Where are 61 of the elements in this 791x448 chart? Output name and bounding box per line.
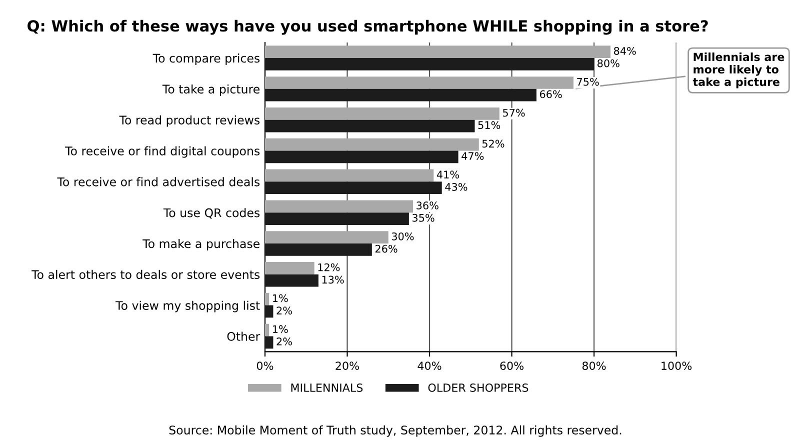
y-tick-label: To compare prices (152, 54, 260, 65)
data-label: 30% (392, 232, 414, 240)
data-label: 13% (322, 276, 344, 284)
data-label: 2% (276, 306, 292, 315)
y-tick-label: To make a purchase (142, 239, 260, 250)
bar (264, 262, 314, 274)
data-label: 12% (318, 263, 340, 272)
x-tick-label: 40% (418, 362, 442, 370)
bar (264, 292, 270, 306)
bar (264, 336, 274, 349)
x-tick-label: 100% (662, 362, 692, 370)
source-note: Source: Mobile Moment of Truth study, September, 2012. All rights reserved. (169, 425, 622, 437)
bar (264, 150, 458, 164)
bar (264, 324, 270, 336)
bar (264, 88, 536, 102)
data-label: 80% (598, 59, 620, 68)
y-tick-label: To use QR codes (163, 208, 260, 219)
bar (264, 138, 479, 151)
data-label: 26% (375, 244, 398, 253)
bar (264, 182, 442, 194)
legend-label: MILLENNIALS (291, 384, 363, 392)
data-label: 84% (614, 46, 636, 55)
y-tick-label: To alert others to deals or store events (32, 270, 260, 280)
legend-label: OLDER SHOPPERS (428, 384, 528, 392)
y-tick-label: To view my shopping list (116, 300, 260, 312)
y-tick-label: To receive or find digital coupons (65, 146, 260, 158)
data-label: 41% (436, 170, 459, 179)
bar (264, 46, 610, 58)
bar (264, 120, 475, 132)
data-label: 47% (462, 152, 484, 160)
bar (264, 274, 318, 287)
bar (264, 231, 388, 244)
data-label: 75% (577, 78, 599, 86)
chart-title: Q: Which of these ways have you used smartphone WHILE shopping in a store? (28, 20, 708, 35)
data-label: 36% (416, 202, 438, 210)
bar (264, 212, 409, 225)
bar (264, 243, 372, 256)
bar (264, 305, 274, 318)
data-label: 1% (273, 294, 288, 302)
x-tick-label: 60% (500, 362, 524, 370)
x-tick-label: 0% (256, 362, 274, 370)
data-label: 57% (503, 108, 525, 117)
data-label: 2% (276, 338, 292, 346)
x-tick-label: 20% (336, 362, 359, 370)
y-tick-label: To receive or find advertised deals (57, 177, 260, 186)
annotation: Millennials are more likely to take a picture (692, 52, 784, 88)
data-label: 66% (540, 90, 562, 98)
data-label: 52% (482, 140, 504, 148)
data-label: 1% (273, 325, 288, 334)
y-tick-label: To read product reviews (119, 115, 260, 127)
bar (264, 107, 500, 120)
data-label: 43% (445, 182, 468, 191)
x-tick-label: 80% (582, 362, 606, 370)
data-label: 35% (412, 214, 434, 222)
y-tick-label: Other (227, 332, 260, 341)
bar (264, 200, 414, 213)
bar (264, 76, 574, 89)
data-label: 51% (478, 121, 500, 130)
y-tick-label: To take a picture (162, 84, 260, 96)
bar (264, 169, 434, 182)
bar (264, 58, 594, 70)
